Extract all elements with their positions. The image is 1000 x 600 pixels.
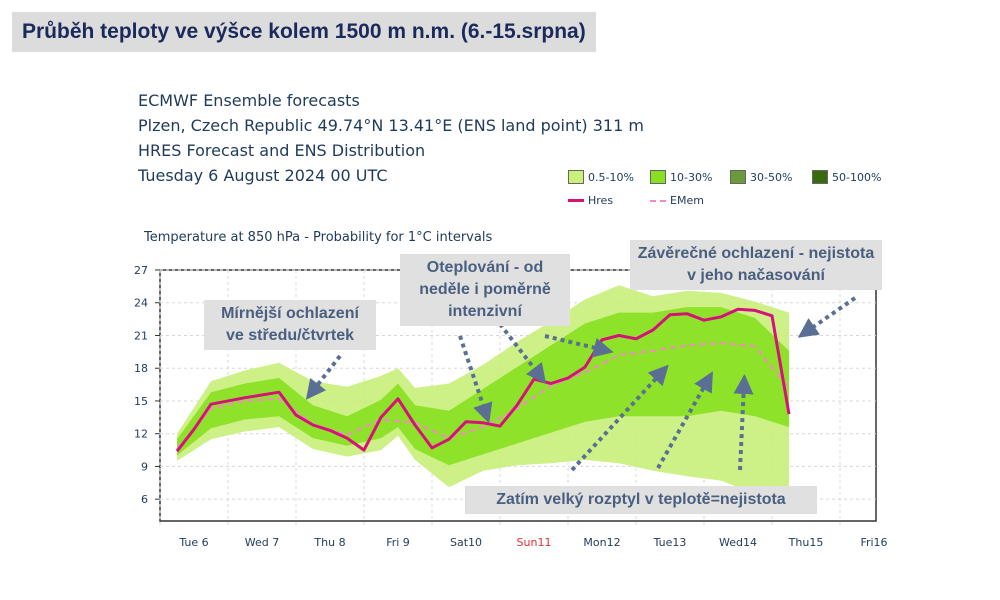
annotation-arrow	[458, 335, 493, 424]
legend-label: 10-30%	[670, 170, 713, 184]
legend-item-10-30: 10-30%	[650, 170, 712, 184]
x-tick-label: Tue 6	[178, 536, 208, 549]
x-tick-label: Wed14	[719, 536, 757, 549]
annotation-final-cooling: Závěrečné ochlazení - nejistota v jeho n…	[630, 240, 882, 290]
hres-line	[175, 307, 791, 453]
page-title: Průběh teploty ve výšce kolem 1500 m n.m…	[12, 12, 596, 52]
x-tick-label: Fri 9	[386, 536, 410, 549]
annotation-cooling-wed-thu: Mírnější ochlazení ve středu/čtvrtek	[204, 300, 376, 350]
x-tick-label: Wed 7	[245, 536, 279, 549]
annotation-arrow	[797, 296, 857, 338]
x-tick-label: Tue13	[653, 536, 687, 549]
x-tick-label: Fri16	[860, 536, 887, 549]
info-run-time: Tuesday 6 August 2024 00 UTC	[138, 166, 388, 185]
y-tick-label: 6	[141, 493, 148, 506]
annotation-arrow	[733, 374, 754, 471]
annotation-arrow	[656, 371, 713, 469]
y-tick-label: 24	[134, 297, 148, 310]
y-tick-label: 18	[134, 362, 148, 375]
x-tick-label: Thu15	[788, 536, 824, 549]
annotation-arrow	[570, 364, 669, 472]
legend-swatch	[812, 170, 828, 184]
legend-item-50-100: 50-100%	[812, 170, 881, 184]
legend-swatch	[568, 170, 584, 184]
annotation-arrow	[544, 334, 614, 358]
legend-label: Hres	[588, 194, 614, 207]
legend-swatch	[730, 170, 746, 184]
x-tick-label: Thu 8	[313, 536, 345, 549]
y-tick-label: 9	[141, 460, 148, 473]
annotation-warming-sunday: Oteplování - od neděle i poměrně intenzi…	[400, 254, 570, 326]
hres-line-swatch	[568, 199, 584, 202]
y-tick-label: 12	[134, 428, 148, 441]
legend-item-hres: Hres	[568, 194, 613, 207]
y-tick-label: 27	[134, 264, 148, 277]
legend-label: 30-50%	[750, 170, 793, 184]
legend-label: 50-100%	[832, 170, 882, 184]
y-tick-label: 15	[134, 395, 148, 408]
chart-subtitle: Temperature at 850 hPa - Probability for…	[144, 230, 493, 245]
emem-line-swatch	[650, 199, 666, 202]
forecast-info: ECMWF Ensemble forecasts Plzen, Czech Re…	[138, 88, 644, 188]
emem-line	[176, 342, 790, 450]
chart-legend: 0.5-10% 10-30% 30-50% 50-100% Hres EMem	[568, 166, 898, 214]
annotation-arrow	[498, 322, 547, 384]
x-tick-label: Sun11	[517, 536, 552, 549]
x-tick-label: Mon12	[583, 536, 620, 549]
legend-label: 0.5-10%	[588, 170, 634, 184]
info-location: Plzen, Czech Republic 49.74°N 13.41°E (E…	[138, 116, 644, 135]
annotation-spread: Zatím velký rozptyl v teplotě=nejistota	[465, 486, 817, 514]
info-source: ECMWF Ensemble forecasts	[138, 91, 360, 110]
x-tick-label: Sat10	[450, 536, 482, 549]
y-tick-label: 21	[134, 329, 148, 342]
legend-item-emem: EMem	[650, 194, 704, 207]
info-product: HRES Forecast and ENS Distribution	[138, 141, 426, 160]
legend-item-0-5-10: 0.5-10%	[568, 170, 634, 184]
legend-swatch	[650, 170, 666, 184]
legend-label: EMem	[670, 194, 704, 207]
legend-item-30-50: 30-50%	[730, 170, 792, 184]
probability-band	[177, 307, 789, 466]
